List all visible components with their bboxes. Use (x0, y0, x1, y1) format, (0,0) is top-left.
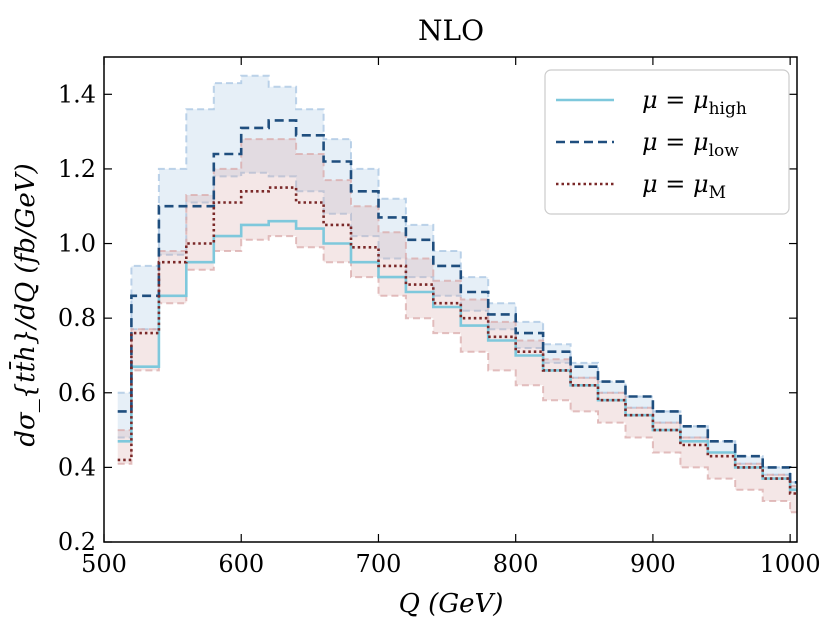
y-axis-title: dσ_{tt̄h}/dQ (fb/GeV) (8, 163, 41, 446)
legend-label-0: μ = μhigh (642, 86, 747, 119)
band-upper-edge-0 (117, 74, 797, 484)
x-axis: 500 600 700 800 900 1000 (81, 57, 821, 578)
legend-label-1: μ = μlow (642, 128, 739, 161)
legend-box (544, 69, 790, 215)
uncertainty-bands (117, 74, 797, 514)
band-area-2 (117, 139, 797, 513)
y-tick-label: 0.4 (58, 453, 96, 481)
legend: μ = μhigh μ = μlow μ = μM (544, 69, 790, 215)
x-tick-label: 700 (356, 550, 402, 578)
series-line-1 (117, 119, 797, 484)
series-line-2 (117, 186, 797, 495)
y-tick-label: 0.2 (58, 528, 96, 556)
band-lower-edge-2 (117, 235, 797, 514)
band-upper-edge-2 (117, 138, 797, 487)
x-tick-label: 900 (630, 550, 676, 578)
x-tick-label: 600 (218, 550, 264, 578)
y-tick-label: 0.8 (58, 304, 96, 332)
legend-label-2: μ = μM (642, 170, 726, 203)
plot-frame (103, 56, 798, 543)
y-tick-label: 0.6 (58, 379, 96, 407)
x-tick-label: 800 (493, 550, 539, 578)
band-area-0 (117, 75, 797, 490)
x-axis-title: Q (GeV) (399, 589, 504, 619)
band-lower-edge-0 (117, 171, 797, 491)
x-tick-label: 1000 (760, 550, 821, 578)
chart-title: NLO (418, 14, 484, 47)
x-tick-label: 500 (81, 550, 127, 578)
series-lines (117, 119, 797, 495)
y-tick-label: 1.0 (58, 230, 96, 258)
y-tick-label: 1.2 (58, 155, 96, 183)
y-tick-label: 1.4 (58, 80, 96, 108)
y-axis: 0.2 0.4 0.6 0.8 1.0 1.2 1.4 (58, 80, 797, 556)
